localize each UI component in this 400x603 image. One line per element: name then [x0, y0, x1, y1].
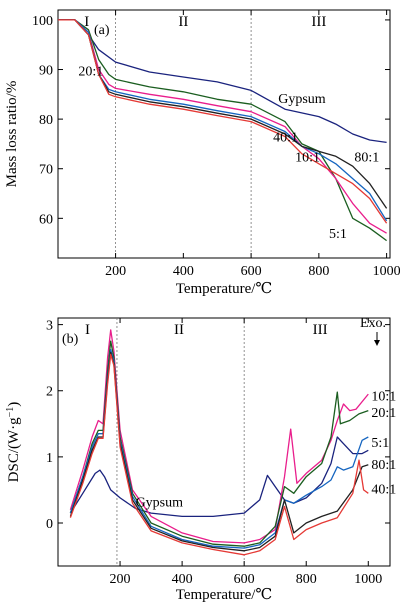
a-region-label-1: II [178, 14, 188, 30]
b-series-line-10-1 [69, 329, 369, 544]
a-series-label-20-1: 20:1 [78, 64, 103, 79]
a-series-label-10-1: 10:1 [295, 150, 320, 165]
a-series-line-20-1 [58, 19, 387, 242]
b-x-tick-label-1000: 1000 [354, 572, 382, 587]
a-x-tick-label-600: 600 [241, 264, 262, 279]
b-y-tick-label-1: 1 [46, 451, 53, 466]
a-series-label-gypsum: Gypsum [278, 92, 326, 107]
panel-b-y-axis-title: DSC/(W·g−1) [5, 402, 23, 483]
a-region-label-2: III [311, 14, 326, 30]
a-y-tick-label-80: 80 [39, 113, 53, 128]
panel-b-y-axis-title-sup: −1 [5, 407, 16, 418]
panel-a-plot-frame [57, 9, 391, 259]
panel-b-x-axis-title: Temperature/℃ [176, 587, 273, 603]
a-y-tick-label-90: 90 [39, 64, 53, 79]
b-x-tick-label-200: 200 [110, 572, 131, 587]
a-series-label-40-1: 40:1 [273, 130, 298, 145]
a-series-line-5-1 [58, 19, 387, 234]
b-y-tick-label-3: 3 [46, 319, 53, 334]
b-x-tick-label-800: 800 [296, 572, 317, 587]
a-series-line-80-1 [58, 19, 388, 224]
b-x-tick-label-400: 400 [172, 572, 193, 587]
exo-arrow-icon [374, 332, 380, 346]
b-series-line-40-1 [69, 353, 369, 556]
a-x-tick-label-1000: 1000 [373, 264, 400, 279]
b-series-label-80-1: 80:1 [371, 458, 396, 473]
b-series-label-gypsum: Gypsum [136, 495, 184, 510]
panel-a-x-axis-title: Temperature/℃ [176, 281, 273, 297]
b-series-label-20-1: 20:1 [371, 406, 396, 421]
b-series-label-10-1: 10:1 [371, 390, 396, 405]
b-region-label-2: III [313, 322, 328, 338]
a-x-tick-label-800: 800 [308, 264, 329, 279]
a-x-tick-label-200: 200 [105, 264, 126, 279]
exo-label: Exo. [360, 316, 386, 331]
b-x-tick-label-600: 600 [234, 572, 255, 587]
a-series-label-80-1: 80:1 [354, 150, 379, 165]
b-y-tick-label-2: 2 [46, 385, 53, 400]
b-region-label-1: II [174, 322, 184, 338]
a-y-tick-label-70: 70 [39, 163, 53, 178]
a-series-line-10-1 [58, 19, 388, 222]
b-series-line-gypsum [69, 436, 369, 518]
b-series-label-40-1: 40:1 [371, 482, 396, 497]
a-series-label-5-1: 5:1 [329, 227, 347, 242]
b-series-label-5-1: 5:1 [371, 436, 389, 451]
a-region-label-0: I [84, 14, 89, 30]
panel-b-plot-frame [57, 317, 391, 567]
panel-a-y-axis-title: Mass loss ratio/% [4, 81, 20, 188]
b-region-label-0: I [85, 322, 90, 338]
panel-b-y-axis-title-main: DSC/(W·g [6, 417, 22, 482]
panel-b-y-axis-title-close: ) [6, 402, 22, 407]
a-y-tick-label-60: 60 [39, 212, 53, 227]
panel-a-label: (a) [94, 23, 110, 38]
a-x-tick-label-400: 400 [173, 264, 194, 279]
a-y-tick-label-100: 100 [32, 14, 53, 29]
b-y-tick-label-0: 0 [46, 517, 53, 532]
b-series-line-80-1 [69, 351, 369, 552]
panel-b-label: (b) [62, 332, 79, 347]
